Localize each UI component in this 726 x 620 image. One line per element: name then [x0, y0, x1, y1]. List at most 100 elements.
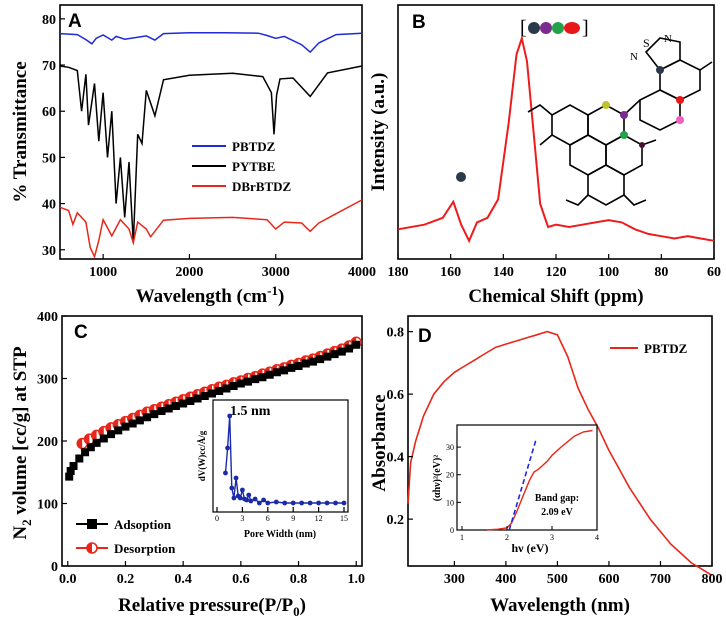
desorption-point-fill [98, 426, 104, 437]
molecule-labels: S N N [630, 33, 672, 63]
panel-a-ylabel: % Transmittance [10, 61, 31, 202]
dot-key-4 [564, 22, 580, 34]
d-xtick-label: 300 [444, 572, 465, 587]
d-xtick-label: 700 [650, 572, 671, 587]
c-ytick-label: 200 [37, 435, 58, 450]
d-inset-xtick-label: 2 [505, 533, 509, 542]
panel-a-label: A [68, 11, 82, 32]
panel-c-inset-frame [212, 399, 349, 513]
atom-s: S [643, 36, 650, 50]
adsoption-point [222, 384, 231, 393]
desorption-point-fill [77, 438, 83, 449]
c-xtick-label: 0.6 [232, 572, 250, 587]
dot-key-2 [540, 22, 552, 34]
molecule-structure-image [527, 37, 713, 206]
desorption-point-fill [91, 430, 97, 441]
panel-c-ylabel: N2 volume [cc/g] at STP [10, 346, 34, 540]
inset-c-point [324, 500, 330, 506]
b-xtick-label: 120 [546, 265, 567, 280]
adsoption-point [75, 454, 84, 463]
adsoption-point [294, 362, 303, 370]
d-ytick-label: 0.2 [387, 513, 405, 528]
adsoption-point [81, 448, 90, 457]
inset-c-point [261, 497, 266, 503]
a-ytick-label: 80 [42, 13, 56, 28]
legend-c-marker-des-fill [87, 543, 92, 553]
d-xtick-label: 500 [547, 572, 568, 587]
c-xtick-label: 0.4 [174, 572, 192, 587]
panel-d-inset-yticks: 0 10 20 30 [446, 443, 461, 535]
bracket-left: [ [520, 17, 527, 39]
c-inset-xtick-label: 15 [340, 514, 348, 523]
inset-c-point [256, 500, 262, 506]
inset-c-point [341, 500, 347, 506]
c-ytick-label: 0 [51, 560, 58, 575]
inset-d-xlabel: hν (eV) [511, 541, 548, 555]
adsoption-point [323, 352, 332, 361]
panel-d-ylabel: Absorbance [369, 394, 390, 491]
adsoption-point [114, 426, 123, 435]
adsoption-point [301, 359, 310, 368]
panel-a-frame [59, 4, 363, 260]
adsoption-point [236, 379, 245, 388]
b-xtick-label: 160 [440, 265, 461, 280]
panel-b-xticks: 180 160 140 120 100 80 60 [388, 254, 721, 280]
panel-d: D 300 400 500 600 700 800 0.20.40.60.8 PBTDZ … [369, 315, 723, 616]
inset-c-point [237, 495, 243, 501]
adsoption-point [186, 397, 195, 405]
mol-dot-1 [656, 66, 664, 74]
panel-b-series [397, 34, 715, 244]
inset-c-point [282, 500, 288, 506]
inset-c-point [225, 445, 230, 451]
b-xtick-label: 80 [654, 265, 668, 280]
panel-d-inset-xticks: 1 2 3 4 [460, 526, 599, 542]
panel-d-series [407, 330, 713, 577]
adsoption-point [244, 377, 253, 386]
series-line-pytbe [59, 65, 363, 243]
adsoption-point [135, 416, 144, 425]
mol-dot-2 [676, 96, 684, 104]
adsoption-point [287, 363, 296, 372]
a-xtick-label: 1000 [89, 265, 117, 280]
adsoption-point [92, 438, 101, 447]
a-xtick-label: 2000 [175, 265, 203, 280]
d-xtick-label: 400 [495, 572, 516, 587]
inset-c-point [273, 499, 279, 505]
c-xtick-label: 0.0 [59, 572, 77, 587]
adsoption-point [251, 375, 260, 384]
panel-a-series [59, 31, 363, 259]
c-inset-xtick-label: 12 [315, 514, 323, 523]
b-xtick-label: 60 [707, 265, 721, 280]
mol-dot-4 [620, 111, 628, 119]
series-line-nmr [397, 34, 715, 244]
b-xtick-label: 140 [493, 265, 514, 280]
c-inset-xtick-label: 9 [291, 514, 295, 523]
d-inset-xtick-label: 1 [460, 533, 464, 542]
legend-a-dbrbtdz: DBrBTDZ [232, 179, 292, 194]
a-xtick-label: 4000 [348, 265, 376, 280]
inset-c-xlabel: Pore Width (nm) [244, 529, 316, 540]
adsoption-point [280, 366, 289, 375]
inset-d-line [486, 429, 593, 531]
panel-d-inset-frame [456, 424, 598, 531]
adsoption-point [330, 350, 339, 359]
legend-c-adsoption: Adsoption [114, 517, 172, 532]
inset-c-point [252, 496, 258, 502]
panel-d-frame [407, 315, 713, 567]
adsoption-point [258, 373, 267, 382]
inset-c-point [299, 500, 305, 506]
panel-c: C 0.0 0.2 0.4 0.6 0.8 1.0 0 100 200 300 400 0 3 6 9 1… [10, 310, 365, 619]
legend-c-marker-ads [87, 519, 97, 529]
adsoption-point [107, 430, 116, 439]
c-xtick-label: 0.8 [290, 572, 308, 587]
adsoption-point [345, 344, 354, 353]
panel-a: A 1000 2000 3000 4000 30 40 50 60 70 80 PBTDZ PY… [10, 4, 376, 307]
d-xtick-label: 800 [702, 572, 723, 587]
d-ytick-label: 0.4 [387, 451, 405, 466]
panel-d-xticks: 300 400 500 600 700 800 [444, 561, 723, 587]
adsoption-point [171, 402, 180, 410]
b-xtick-label: 180 [388, 265, 409, 280]
mol-dot-7 [639, 142, 645, 148]
d-ytick-label: 0.8 [387, 326, 405, 341]
panel-c-xticks: 0.0 0.2 0.4 0.6 0.8 1.0 [59, 561, 365, 587]
